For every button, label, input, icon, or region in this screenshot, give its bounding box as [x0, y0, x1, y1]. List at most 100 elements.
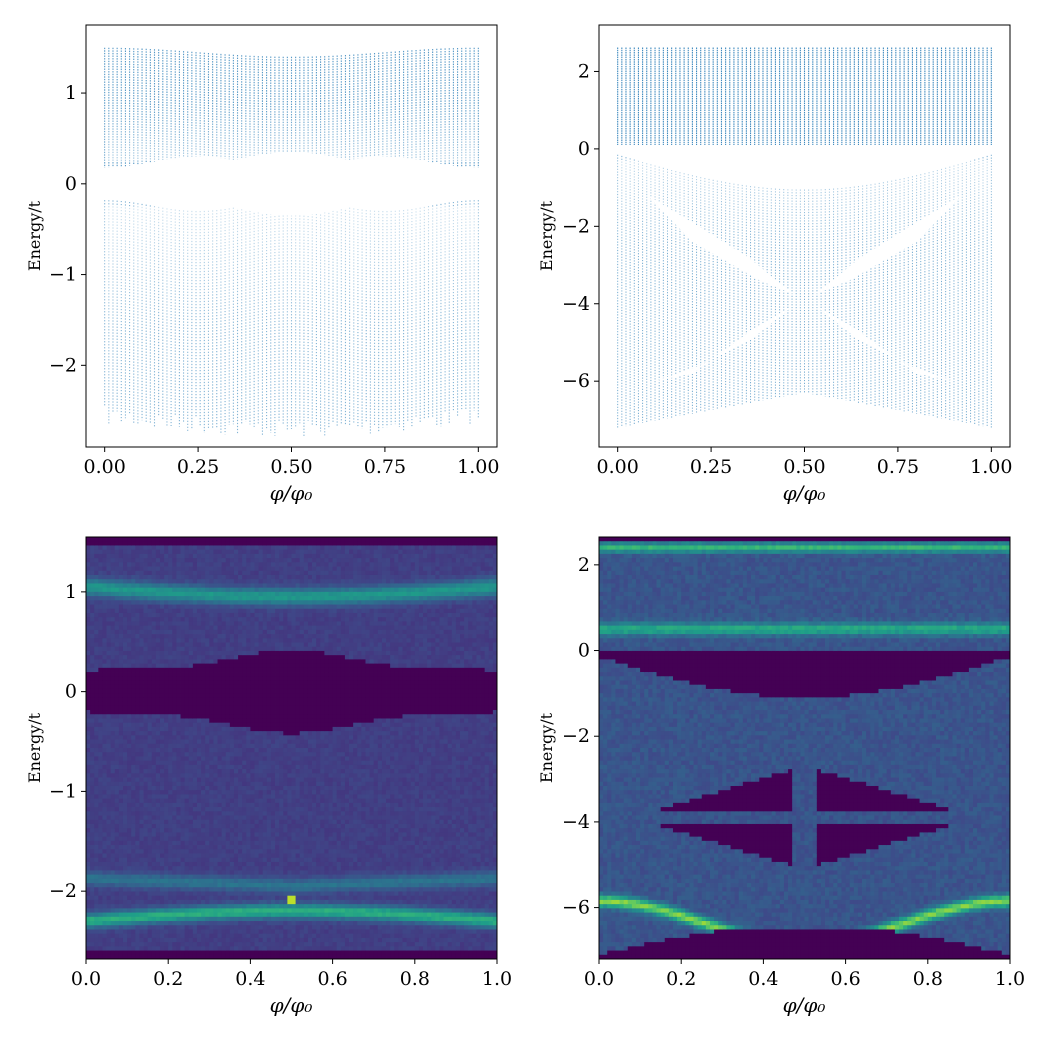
heatmap-cell — [110, 954, 116, 960]
heatmap-cell — [184, 929, 190, 935]
heatmap-cell — [94, 684, 99, 690]
heatmap-cell — [114, 912, 120, 918]
heatmap-cell — [164, 600, 169, 605]
heatmap-cell — [118, 726, 124, 732]
heatmap-cell — [143, 562, 149, 567]
heatmap-cell — [172, 693, 177, 698]
heatmap-cell — [143, 756, 149, 762]
heatmap-cell — [114, 769, 120, 774]
heatmap-cell — [229, 899, 235, 905]
heatmap-cell — [168, 807, 173, 812]
heatmap-cell — [188, 705, 194, 711]
heatmap-cell — [102, 921, 107, 926]
heatmap-cell — [246, 541, 251, 546]
heatmap-cell — [164, 743, 169, 749]
heatmap-cell — [139, 701, 144, 707]
heatmap-cell — [98, 591, 103, 597]
heatmap-cell — [155, 621, 161, 627]
heatmap-cell — [209, 769, 214, 774]
heatmap-cell — [188, 718, 194, 724]
heatmap-cell — [151, 684, 157, 690]
heatmap-cell — [201, 710, 206, 715]
heatmap-cell — [139, 600, 144, 605]
heatmap-cell — [106, 883, 112, 888]
heatmap-cell — [135, 840, 140, 846]
heatmap-cell — [102, 908, 107, 913]
heatmap-cell — [118, 769, 124, 774]
heatmap-cell — [209, 802, 214, 808]
x-tick-label: 0.75 — [877, 456, 919, 478]
heatmap-cell — [250, 553, 255, 559]
heatmap-cell — [266, 688, 272, 694]
heatmap-cell — [122, 596, 128, 601]
heatmap-cell — [110, 541, 116, 546]
heatmap-cell — [159, 933, 165, 939]
heatmap-cell — [98, 815, 103, 821]
heatmap-cell — [168, 591, 173, 597]
heatmap-cell — [122, 815, 128, 821]
heatmap-cell — [90, 887, 95, 892]
heatmap-cell — [86, 574, 91, 580]
heatmap-cell — [118, 739, 124, 745]
heatmap-cell — [118, 591, 124, 597]
heatmap-cell — [139, 680, 144, 686]
heatmap-cell — [164, 625, 169, 631]
heatmap-cell — [254, 604, 260, 610]
heatmap-cell — [201, 642, 206, 648]
heatmap-cell — [139, 731, 144, 736]
heatmap-cell — [155, 807, 161, 812]
heatmap-cell — [225, 785, 231, 791]
heatmap-cell — [196, 650, 202, 656]
heatmap-cell — [172, 921, 177, 926]
heatmap-cell — [217, 878, 223, 884]
heatmap-cell — [147, 646, 153, 652]
heatmap-cell — [147, 832, 153, 838]
heatmap-cell — [127, 579, 132, 584]
heatmap-cell — [233, 899, 239, 905]
heatmap-cell — [201, 904, 206, 909]
heatmap-cell — [221, 916, 227, 922]
heatmap-cell — [106, 811, 112, 816]
heatmap-cell — [94, 840, 99, 846]
heatmap-cell — [106, 672, 112, 677]
heatmap-cell — [192, 642, 198, 648]
heatmap-cell — [155, 710, 161, 715]
heatmap-cell — [266, 722, 272, 728]
heatmap-cell — [233, 583, 239, 589]
heatmap-cell — [122, 802, 128, 808]
heatmap-cell — [114, 566, 120, 572]
heatmap-cell — [246, 815, 251, 821]
heatmap-cell — [106, 760, 112, 766]
heatmap-cell — [86, 659, 91, 664]
heatmap-cell — [164, 617, 169, 622]
heatmap-cell — [180, 726, 186, 732]
heatmap-cell — [205, 697, 210, 702]
heatmap-cell — [250, 688, 255, 694]
heatmap-cell — [209, 625, 214, 631]
heatmap-cell — [122, 845, 128, 850]
heatmap-cell — [110, 764, 116, 770]
heatmap-cell — [106, 714, 112, 719]
heatmap-cell — [196, 836, 202, 842]
heatmap-cell — [213, 887, 218, 892]
heatmap-cell — [242, 591, 247, 597]
heatmap-cell — [102, 866, 107, 871]
heatmap-cell — [118, 680, 124, 686]
heatmap-cell — [159, 726, 165, 732]
heatmap-cell — [122, 933, 128, 939]
heatmap-cell — [164, 714, 169, 719]
heatmap-cell — [221, 629, 227, 635]
heatmap-cell — [139, 579, 144, 584]
heatmap-cell — [201, 937, 206, 943]
heatmap-cell — [180, 562, 186, 567]
heatmap-cell — [147, 705, 153, 711]
heatmap-cell — [184, 904, 190, 909]
heatmap-cell — [176, 933, 181, 939]
heatmap-cell — [266, 756, 272, 762]
heatmap-cell — [176, 625, 181, 631]
heatmap-cell — [118, 612, 124, 618]
heatmap-cell — [110, 811, 116, 816]
heatmap-cell — [238, 921, 243, 926]
heatmap-cell — [217, 710, 223, 715]
heatmap-cell — [102, 870, 107, 875]
